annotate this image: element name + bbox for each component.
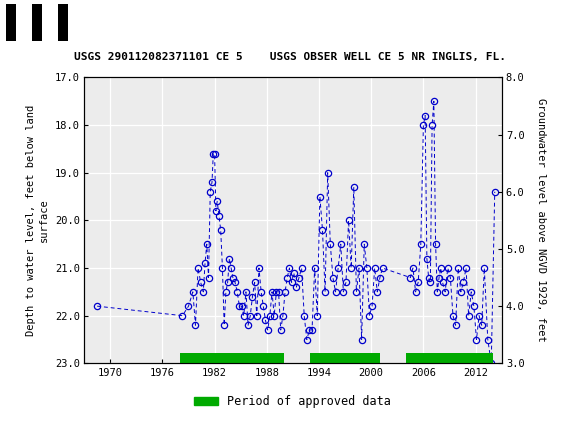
Bar	[58, 3, 68, 41]
Bar	[6, 3, 58, 41]
Bar	[32, 3, 42, 41]
Bar	[310, 353, 380, 363]
Text: USGS: USGS	[67, 14, 122, 31]
Bar	[6, 3, 16, 41]
Y-axis label: Depth to water level, feet below land
surface: Depth to water level, feet below land su…	[26, 105, 49, 336]
Legend: Period of approved data: Period of approved data	[190, 391, 396, 413]
Text: USGS 290112082371101 CE 5    USGS OBSER WELL CE 5 NR INGLIS, FL.: USGS 290112082371101 CE 5 USGS OBSER WEL…	[74, 52, 506, 62]
Bar	[180, 353, 284, 363]
Y-axis label: Groundwater level above NGVD 1929, feet: Groundwater level above NGVD 1929, feet	[536, 98, 546, 342]
Bar	[406, 353, 493, 363]
